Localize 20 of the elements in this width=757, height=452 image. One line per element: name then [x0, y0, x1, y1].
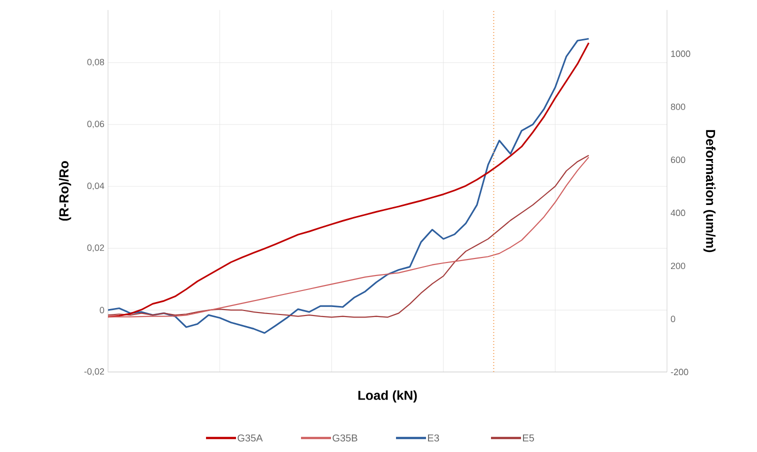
y2-axis-title: Deformation (um/m) [703, 130, 716, 252]
y-tick-label: 0,02 [87, 244, 104, 252]
legend-label: G35A [238, 434, 263, 442]
y-tick-label: 0,04 [87, 182, 104, 190]
y-tick-label: 0 [100, 306, 104, 314]
y-tick-label: -0,02 [84, 368, 104, 376]
y-axis-title: (R-Ro)/Ro [58, 161, 72, 221]
y2-tick-label: 400 [670, 210, 686, 216]
y2-tick-label: 800 [670, 104, 686, 110]
y2-tick-label: 0 [670, 316, 676, 322]
y-tick-label: 0,08 [87, 58, 104, 66]
y2-tick-label: 600 [670, 156, 686, 164]
y-tick-label: 0,06 [87, 120, 104, 128]
legend-label: G35B [332, 434, 358, 442]
x-axis-title: Load (kN) [358, 390, 417, 402]
y2-tick-label: 1000 [671, 50, 690, 57]
y2-tick-label: 200 [670, 262, 686, 270]
legend-label: E3 [428, 434, 440, 442]
legend-label: E5 [523, 434, 534, 442]
y2-tick-label: -200 [670, 368, 688, 376]
